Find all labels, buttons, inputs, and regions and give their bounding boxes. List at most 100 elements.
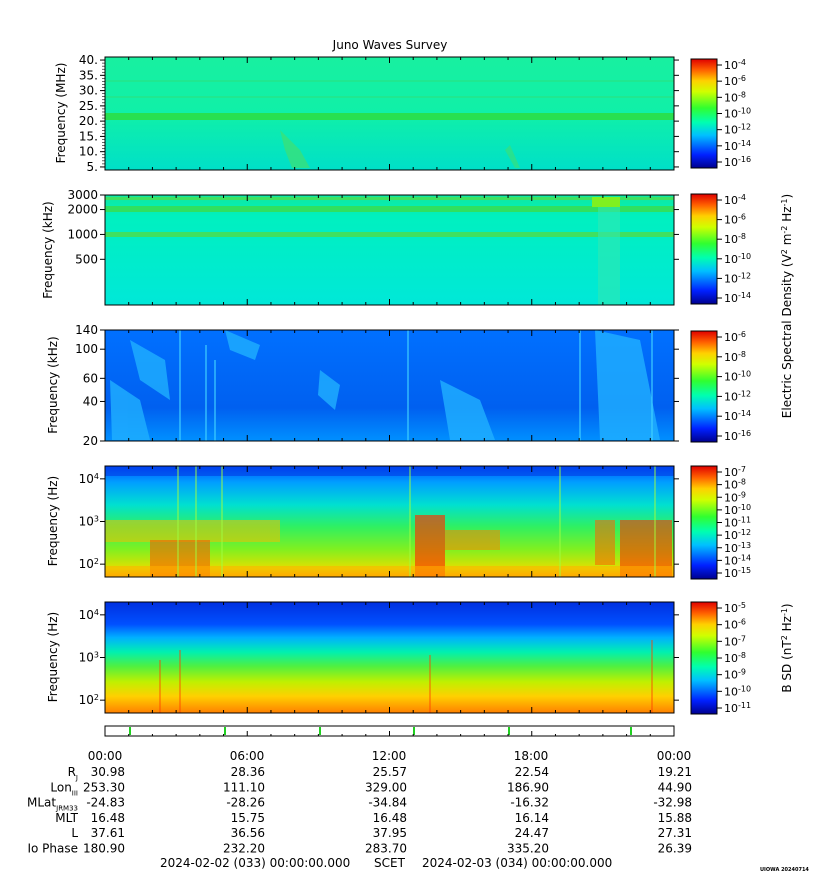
colorbar-tick-label: 10-6 bbox=[724, 330, 746, 345]
ytick-label: 5. bbox=[87, 160, 98, 174]
ytick-label: 35. bbox=[79, 68, 98, 82]
panel-3-spectrogram bbox=[105, 330, 674, 441]
time-label: 06:00 bbox=[230, 749, 265, 763]
panel-3-streaks bbox=[179, 330, 653, 441]
time-label: 12:00 bbox=[372, 749, 407, 763]
figure-title: Juno Waves Survey bbox=[332, 38, 448, 52]
panel-1-ylabel: Frequency (MHz) bbox=[54, 63, 68, 164]
colorbar-tick-label: 10-12 bbox=[724, 271, 751, 286]
panel-4-yticks: 104 103 102 bbox=[79, 471, 679, 571]
ephemeris-value: -16.32 bbox=[510, 796, 549, 810]
panel-1-band-2 bbox=[105, 96, 674, 98]
colorbar-tick-label: 10-9 bbox=[724, 490, 746, 505]
colorbar-tick-label: 10-9 bbox=[724, 667, 746, 682]
panel-2-band-2 bbox=[105, 232, 674, 237]
panel-4-streaks bbox=[177, 466, 656, 577]
time-label: 18:00 bbox=[514, 749, 549, 763]
ytick-label: 40. bbox=[79, 53, 98, 67]
ephemeris-label: L bbox=[71, 826, 78, 840]
colorbar-tick-label: 10-11 bbox=[724, 701, 751, 716]
ephemeris-label: MLT bbox=[55, 811, 78, 825]
colorbar-tick-label: 10-12 bbox=[724, 389, 751, 404]
panel-3-emissions bbox=[110, 330, 660, 440]
ephemeris-label: Io Phase bbox=[27, 842, 78, 856]
ephemeris-value: 283.70 bbox=[365, 842, 407, 856]
ephemeris-value: 37.95 bbox=[373, 826, 407, 840]
credit-stamp: UIOWA 20240714 bbox=[760, 867, 809, 873]
panel-1-band bbox=[105, 113, 674, 120]
panel-5-streaks bbox=[159, 640, 653, 713]
ephemeris-value: 19.21 bbox=[658, 765, 692, 779]
colorbar-tick-label: 10-6 bbox=[724, 212, 746, 227]
ytick-label: 102 bbox=[79, 693, 99, 708]
ytick-label: 104 bbox=[79, 471, 99, 486]
ephemeris-value: 16.14 bbox=[515, 811, 549, 825]
colorbar-1 bbox=[690, 58, 718, 169]
time-label: 00:00 bbox=[657, 749, 692, 763]
footer-start-time: 2024-02-02 (033) 00:00:00.000 bbox=[160, 856, 350, 870]
colorbar-tick-label: 10-8 bbox=[724, 232, 746, 247]
panel-3-xticks bbox=[104, 330, 675, 441]
colorbar-tick-label: 10-11 bbox=[724, 515, 751, 530]
colorbar-tick-label: 10-15 bbox=[724, 566, 751, 581]
ephemeris-value: -28.26 bbox=[226, 796, 265, 810]
ephemeris-value: 30.98 bbox=[91, 765, 125, 779]
ytick-label: 104 bbox=[79, 607, 99, 622]
colorbar-tick-label: 10-4 bbox=[724, 193, 746, 208]
colorbar-tick-label: 10-4 bbox=[724, 58, 746, 73]
panel-3: 140 100 60 40 20 Frequency (kHz) bbox=[46, 323, 679, 448]
ephemeris-value: 16.48 bbox=[373, 811, 407, 825]
ephemeris-value: 335.20 bbox=[507, 842, 549, 856]
ytick-label: 40 bbox=[83, 394, 98, 408]
ytick-label: 1000 bbox=[67, 227, 98, 241]
ytick-label: 10. bbox=[79, 145, 98, 159]
colorbar-tick-label: 10-14 bbox=[724, 291, 751, 306]
ephemeris-value: 15.88 bbox=[658, 811, 692, 825]
panel-2-ylabel: Frequency (kHz) bbox=[41, 201, 55, 298]
panel-1: 40.35. 30.25.20.15. 10.5. Frequency (MHz) bbox=[54, 53, 679, 174]
colorbar-tick-label: 10-7 bbox=[724, 634, 746, 649]
ephemeris-value: -32.98 bbox=[653, 796, 692, 810]
colorbar-3 bbox=[690, 330, 718, 443]
colorbar-tick-label: 10-10 bbox=[724, 106, 751, 121]
panel-4: 104 103 102 Frequency (Hz) bbox=[46, 465, 679, 578]
ytick-label: 20 bbox=[83, 434, 98, 448]
colorbar-tick-label: 10-10 bbox=[724, 502, 751, 517]
magnetic-colorbar-title: B SD (nT2 Hz-1) bbox=[780, 603, 795, 692]
panel-1-yticks: 40.35. 30.25.20.15. 10.5. bbox=[79, 53, 679, 174]
colorbar-tick-label: 10-14 bbox=[724, 553, 751, 568]
ytick-label: 2000 bbox=[67, 203, 98, 217]
panel-1-emission bbox=[280, 130, 310, 168]
panel-2-burst bbox=[592, 197, 620, 207]
panel-1-band-3 bbox=[105, 80, 674, 82]
ephemeris-value: 329.00 bbox=[365, 780, 407, 794]
ephemeris-value: 253.30 bbox=[83, 780, 125, 794]
colorbar-tick-label: 10-8 bbox=[724, 90, 746, 105]
panel-2-spectrogram bbox=[105, 195, 674, 305]
ephemeris-value: 27.31 bbox=[658, 826, 692, 840]
colorbar-tick-label: 10-6 bbox=[724, 617, 746, 632]
time-label: 00:00 bbox=[88, 749, 123, 763]
colorbar-tick-label: 10-8 bbox=[724, 477, 746, 492]
ytick-label: 500 bbox=[75, 252, 98, 266]
panel-5-ylabel: Frequency (Hz) bbox=[46, 612, 60, 703]
colorbar-tick-label: 10-6 bbox=[724, 74, 746, 89]
ytick-label: 100 bbox=[75, 342, 98, 356]
panel-5-yticks: 104 103 102 bbox=[79, 607, 679, 707]
colorbar-tick-label: 10-14 bbox=[724, 138, 751, 153]
colorbar-tick-label: 10-16 bbox=[724, 155, 751, 170]
colorbar-tick-label: 10-14 bbox=[724, 409, 751, 424]
panel-5-xticks bbox=[104, 602, 675, 713]
ytick-label: 25. bbox=[79, 99, 98, 113]
time-axis-labels: 00:00 06:00 12:00 18:00 00:00 bbox=[88, 749, 692, 763]
ytick-label: 103 bbox=[79, 650, 99, 665]
colorbar-tick-label: 10-12 bbox=[724, 528, 751, 543]
ytick-label: 140 bbox=[75, 323, 98, 337]
colorbar-tick-label: 10-8 bbox=[724, 651, 746, 666]
panel-1-xticks bbox=[104, 57, 675, 170]
panel-1-emission-2 bbox=[505, 145, 520, 168]
ephemeris-label: LonIII bbox=[50, 780, 78, 797]
